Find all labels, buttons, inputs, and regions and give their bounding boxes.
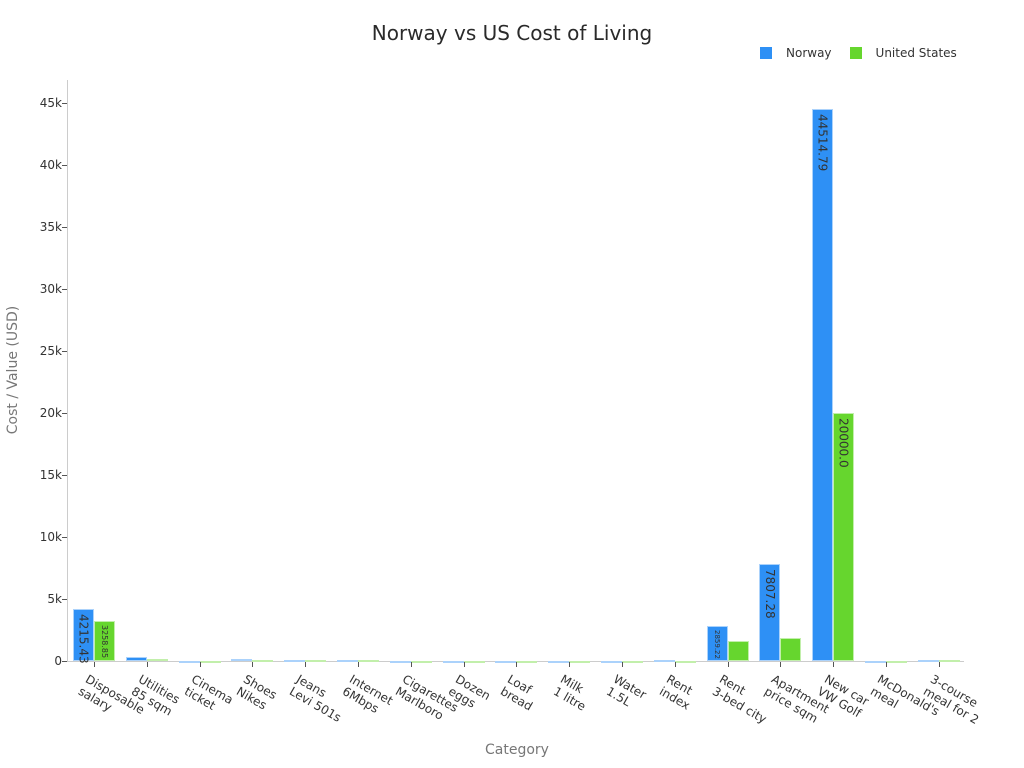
y-tick-mark bbox=[62, 165, 67, 166]
y-tick-mark bbox=[62, 227, 67, 228]
x-tick-mark bbox=[938, 662, 940, 667]
y-tick-mark bbox=[62, 537, 67, 538]
bar-norway[interactable]: 7807.28 bbox=[759, 564, 781, 661]
bar-norway[interactable] bbox=[442, 660, 464, 663]
x-axis-label: Category bbox=[485, 742, 549, 758]
bar-norway[interactable] bbox=[231, 659, 253, 662]
y-tick-mark bbox=[62, 351, 67, 352]
x-tick-mark bbox=[674, 662, 676, 667]
y-tick-mark bbox=[62, 661, 67, 662]
y-axis-line bbox=[67, 80, 68, 662]
norway-swatch-icon bbox=[760, 47, 772, 59]
y-tick-label: 20k bbox=[39, 406, 62, 420]
x-tick-mark bbox=[199, 662, 201, 667]
bar-united-states[interactable] bbox=[886, 660, 907, 663]
legend-label: United States bbox=[875, 46, 957, 60]
bar-united-states[interactable] bbox=[569, 660, 591, 663]
x-tick-mark bbox=[569, 662, 571, 667]
x-tick-label: Rent index bbox=[656, 672, 695, 713]
x-tick-mark bbox=[146, 662, 148, 667]
bar-united-states[interactable] bbox=[463, 660, 485, 663]
bar-value-label: 7807.28 bbox=[762, 569, 777, 619]
bar-united-states[interactable] bbox=[938, 660, 960, 663]
x-tick-label: Internet 6Mbps bbox=[340, 672, 396, 716]
bar-united-states[interactable] bbox=[199, 660, 221, 663]
x-tick-mark bbox=[305, 662, 307, 667]
y-tick-mark bbox=[62, 413, 67, 414]
y-tick-label: 30k bbox=[39, 282, 62, 296]
bar-norway[interactable] bbox=[548, 660, 570, 663]
bar-united-states[interactable] bbox=[727, 640, 749, 661]
x-tick-label: Jeans Levi 501s bbox=[287, 672, 344, 725]
bar-norway[interactable] bbox=[389, 660, 411, 663]
x-tick-label: Shoes Nikes bbox=[234, 672, 280, 713]
x-tick-label: Cigarettes Marlboro bbox=[392, 672, 461, 723]
bar-value-label: 44514.79 bbox=[815, 114, 830, 172]
bar-united-states[interactable] bbox=[146, 659, 168, 662]
x-tick-label: Loaf bread bbox=[498, 672, 536, 714]
y-tick-mark bbox=[62, 599, 67, 600]
x-tick-label: Rent 3-bed city bbox=[709, 672, 769, 727]
y-tick-label: 45k bbox=[39, 96, 62, 110]
bar-value-label: 4215.43 bbox=[76, 613, 91, 664]
y-tick-mark bbox=[62, 103, 67, 104]
bar-united-states[interactable] bbox=[358, 660, 379, 663]
bar-united-states[interactable] bbox=[252, 659, 274, 662]
bar-united-states[interactable] bbox=[622, 660, 643, 663]
x-tick-mark bbox=[886, 662, 887, 667]
x-tick-label: Water 1.5L bbox=[604, 672, 649, 710]
chart-title: Norway vs US Cost of Living bbox=[371, 21, 653, 45]
bar-value-label: 20000.0 bbox=[836, 418, 851, 468]
bar-value-label: 3258.85 bbox=[100, 624, 109, 658]
bar-norway[interactable]: 2859.22 bbox=[706, 625, 728, 661]
legend-item-norway[interactable]: Norway bbox=[760, 46, 832, 60]
bar-united-states[interactable]: 20000.0 bbox=[833, 413, 855, 661]
y-tick-label: 15k bbox=[39, 468, 62, 482]
bar-value-label: 2859.22 bbox=[713, 629, 722, 659]
bar-norway[interactable] bbox=[653, 660, 675, 663]
y-tick-label: 10k bbox=[39, 530, 62, 544]
legend: Norway United States bbox=[760, 46, 975, 60]
x-tick-mark bbox=[622, 662, 623, 667]
bar-norway[interactable] bbox=[337, 660, 358, 663]
x-tick-mark bbox=[358, 662, 359, 667]
y-tick-mark bbox=[62, 289, 67, 290]
bar-norway[interactable]: 44514.79 bbox=[812, 109, 834, 661]
x-tick-mark bbox=[252, 662, 254, 667]
bar-united-states[interactable] bbox=[516, 660, 538, 663]
legend-label: Norway bbox=[786, 46, 832, 60]
bar-norway[interactable] bbox=[917, 659, 939, 662]
bar-norway[interactable] bbox=[178, 660, 200, 663]
bar-united-states[interactable]: 3258.85 bbox=[94, 620, 115, 661]
x-tick-mark bbox=[94, 662, 95, 667]
bar-norway[interactable] bbox=[601, 660, 622, 663]
x-tick-label: Milk 1 litre bbox=[551, 672, 589, 714]
y-tick-label: 25k bbox=[39, 344, 62, 358]
bar-norway[interactable] bbox=[125, 657, 147, 661]
bar-united-states[interactable] bbox=[674, 660, 696, 663]
bar-norway[interactable]: 4215.43 bbox=[73, 608, 94, 664]
y-tick-label: 5k bbox=[47, 592, 62, 606]
x-tick-label: Cinema ticket bbox=[181, 672, 236, 713]
x-tick-mark bbox=[516, 662, 518, 667]
y-tick-label: 40k bbox=[39, 158, 62, 172]
x-tick-mark bbox=[410, 662, 412, 667]
x-tick-mark bbox=[727, 662, 729, 667]
bar-norway[interactable] bbox=[865, 660, 886, 663]
bar-norway[interactable] bbox=[284, 659, 306, 662]
x-tick-mark bbox=[463, 662, 465, 667]
y-tick-mark bbox=[62, 475, 67, 476]
bar-united-states[interactable] bbox=[780, 638, 802, 661]
y-tick-label: 0 bbox=[54, 654, 62, 668]
us-swatch-icon bbox=[849, 47, 862, 59]
y-tick-label: 35k bbox=[39, 220, 62, 234]
x-tick-mark bbox=[833, 662, 835, 667]
legend-item-united-states[interactable]: United States bbox=[849, 46, 957, 60]
bar-united-states[interactable] bbox=[410, 660, 432, 663]
bar-united-states[interactable] bbox=[305, 660, 327, 663]
bar-norway[interactable] bbox=[495, 660, 517, 663]
x-tick-mark bbox=[780, 662, 782, 667]
